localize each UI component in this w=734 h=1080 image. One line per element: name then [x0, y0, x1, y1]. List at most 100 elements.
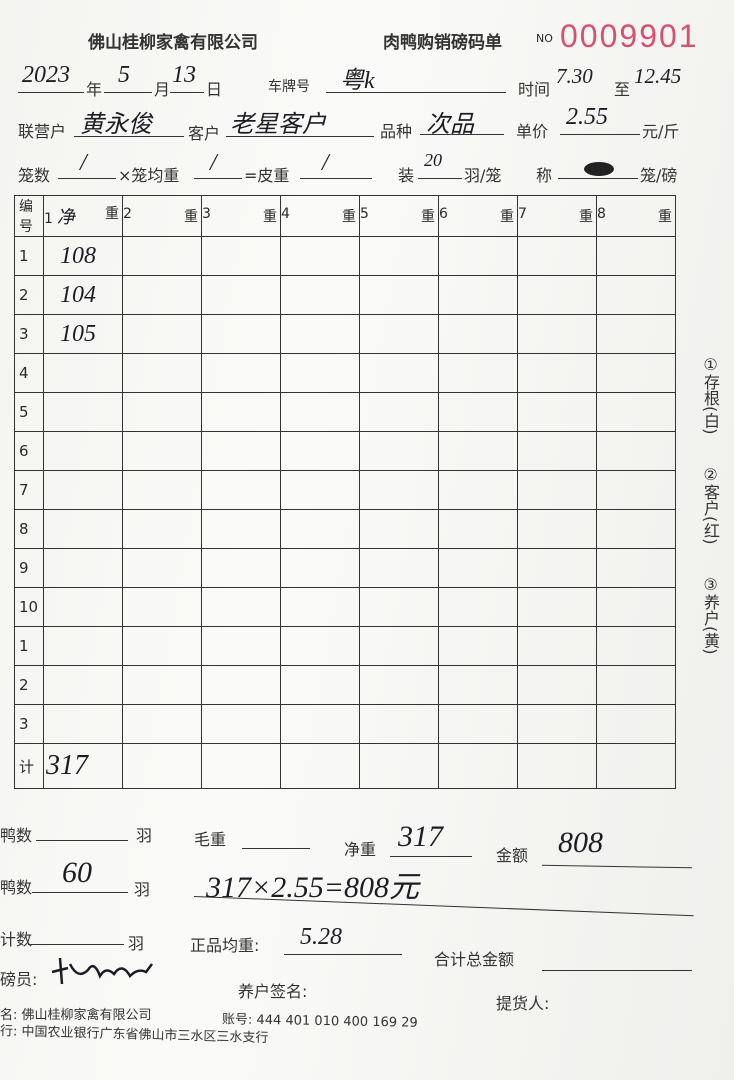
weight-cell [280, 626, 360, 666]
weight-cell [43, 470, 123, 510]
form-title: 肉鸭购销磅码单 [383, 33, 502, 53]
side-note-2: ②客户(红) [701, 465, 720, 545]
weight-cell [122, 509, 202, 549]
load-unit: 羽/笼 [464, 166, 502, 185]
weight-cell [359, 236, 439, 276]
weight-cell [596, 275, 676, 315]
weight-cell [201, 353, 281, 393]
side-note-1: ①存根(白) [701, 355, 720, 435]
count-label: 计数 [0, 930, 33, 949]
weight-cell [438, 431, 518, 471]
amount-value: 808 [558, 826, 603, 859]
weight-cell [359, 314, 439, 354]
weight-cell [122, 704, 202, 744]
weight-cell [201, 470, 281, 510]
weight-cell [596, 392, 676, 432]
weight-cell [359, 353, 439, 393]
weight-cell [43, 548, 123, 588]
weight-cell [596, 314, 676, 354]
weight-cell [438, 587, 518, 627]
table-row: 3 [14, 704, 676, 744]
weight-cell [122, 470, 202, 510]
count-unit: 羽 [128, 934, 145, 953]
time-from: 7.30 [556, 64, 593, 88]
weight-cell [122, 314, 202, 354]
total-value: 317 [46, 750, 88, 781]
customer-value: 老星客户 [230, 112, 326, 138]
partner-value: 黄永俊 [80, 112, 152, 138]
weight-cell: 108 [43, 236, 123, 276]
row-number: 1 [14, 626, 44, 666]
weight-value [44, 516, 60, 542]
header-label: 4 [281, 206, 290, 222]
weight-label: 重 [342, 209, 356, 225]
year-label: 年 [86, 80, 103, 99]
weight-cell [280, 587, 360, 627]
row-number: 10 [14, 587, 44, 627]
table-row: 1 108 [14, 236, 676, 276]
table-row: 4 [14, 353, 676, 393]
total-cell [122, 743, 202, 789]
tare-label: =皮重 [244, 166, 290, 185]
weight-cell [43, 392, 123, 432]
row-number: 2 [14, 275, 44, 315]
weight-value [44, 711, 60, 737]
weight-cell [280, 665, 360, 705]
weight-label: 重 [658, 209, 672, 225]
weight-cell [201, 509, 281, 549]
month-value: 5 [118, 62, 130, 88]
weight-cell [201, 275, 281, 315]
weight-cell [359, 392, 439, 432]
avg-weight-label: 正品均重: [190, 936, 260, 955]
weight-cell [517, 275, 597, 315]
company-name: 佛山桂柳家禽有限公司 [88, 33, 258, 53]
weight-label: 重 [421, 209, 435, 225]
weight-cell [438, 392, 518, 432]
day-label: 日 [206, 80, 223, 99]
weight-value [44, 438, 60, 464]
header-label: 编号 [19, 199, 33, 235]
table-row: 7 [14, 470, 676, 510]
weight-cell [438, 470, 518, 510]
header-label: 7 [518, 206, 527, 222]
weight-value: 108 [60, 242, 96, 269]
weight-label: 重 [500, 209, 514, 225]
avg-weight-value: 5.28 [300, 924, 342, 950]
weight-cell [596, 431, 676, 471]
weight-value [44, 633, 60, 659]
price-value: 2.55 [566, 104, 608, 130]
row-number: 2 [14, 665, 44, 705]
side-note-3: ③养户(黄) [701, 575, 720, 655]
weight-cell [517, 587, 597, 627]
weight-label: 重 [105, 206, 119, 222]
plate-value: 粤k [340, 68, 375, 94]
load-value: 20 [424, 150, 442, 170]
weight-label: 重 [263, 209, 277, 225]
weight-cell [517, 353, 597, 393]
weight-cell [517, 470, 597, 510]
weight-cell [517, 392, 597, 432]
account-name: 名: 佛山桂柳家禽有限公司 [0, 1008, 152, 1023]
weight-cell: 104 [43, 275, 123, 315]
plate-label: 车牌号 [268, 79, 310, 95]
table-row: 2 [14, 665, 676, 705]
table-header-row: 编号 1 净重 2 重 3 重 4 重 5 重 6 重 7 重 8 重 [14, 195, 676, 237]
pickup-label: 提货人: [496, 994, 550, 1013]
price-label: 单价 [516, 122, 549, 141]
weight-cell [517, 431, 597, 471]
header-label: 8 [597, 206, 606, 222]
scribble-mark [584, 162, 614, 176]
weigher-label: 磅员: [0, 970, 38, 989]
partner-label: 联营户 [18, 122, 67, 141]
weight-value [44, 594, 60, 620]
weight-value [44, 672, 60, 698]
table-row: 5 [14, 392, 676, 432]
weight-value [44, 360, 60, 386]
weight-cell [280, 236, 360, 276]
row-number: 5 [14, 392, 44, 432]
row-number: 3 [14, 704, 44, 744]
